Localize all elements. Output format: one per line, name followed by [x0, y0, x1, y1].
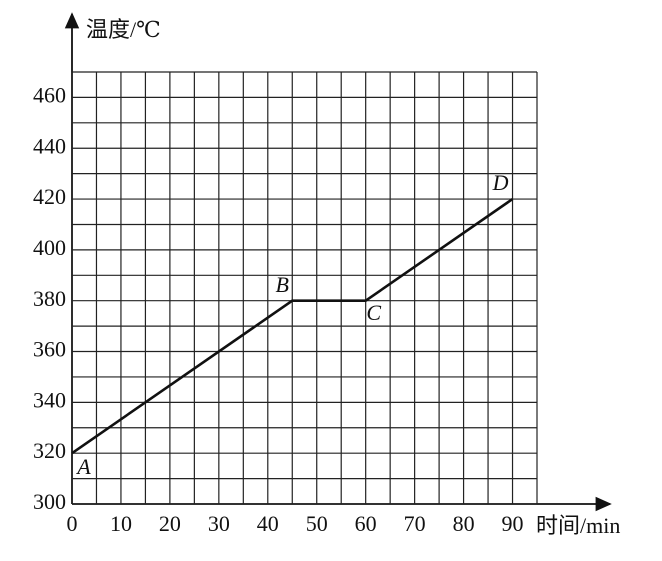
y-tick-label: 380 — [33, 286, 66, 311]
y-tick-label: 400 — [33, 235, 66, 260]
point-label: C — [366, 300, 381, 325]
x-tick-label: 20 — [159, 511, 181, 536]
x-tick-label: 10 — [110, 511, 132, 536]
x-tick-label: 30 — [208, 511, 230, 536]
x-tick-label: 90 — [502, 511, 524, 536]
y-tick-label: 320 — [33, 438, 66, 463]
x-tick-label: 70 — [404, 511, 426, 536]
y-axis-label: 温度/℃ — [86, 17, 161, 42]
y-tick-label: 360 — [33, 337, 66, 362]
data-line — [71, 197, 514, 455]
y-tick-label: 300 — [33, 489, 66, 514]
x-tick-label: 80 — [453, 511, 475, 536]
x-tick-label: 60 — [355, 511, 377, 536]
point-label: B — [276, 272, 289, 297]
y-tick-label: 440 — [33, 133, 66, 158]
y-tick-label: 420 — [33, 184, 66, 209]
y-tick-label: 460 — [33, 82, 66, 107]
point-label: A — [75, 454, 91, 479]
x-axis-label: 时间/min — [536, 513, 620, 538]
x-tick-label: 0 — [67, 511, 78, 536]
x-tick-label: 50 — [306, 511, 328, 536]
point-label: D — [492, 170, 509, 195]
x-tick-label: 40 — [257, 511, 279, 536]
y-tick-label: 340 — [33, 387, 66, 412]
